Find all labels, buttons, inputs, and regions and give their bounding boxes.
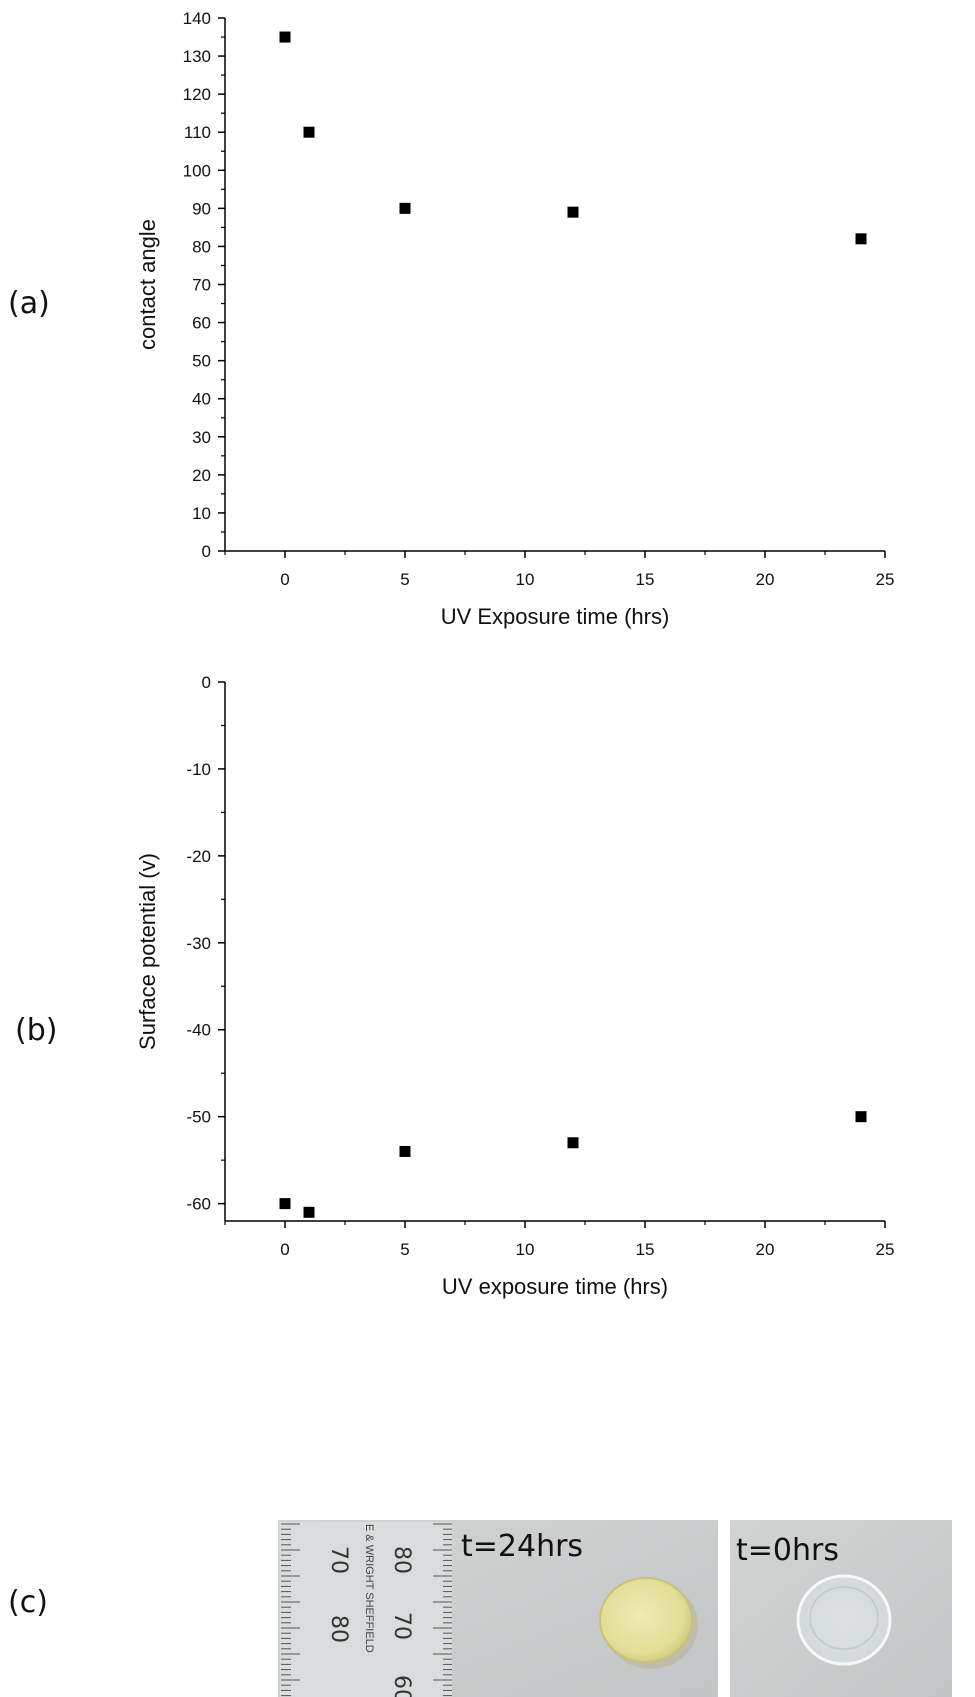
x-tick-label: 20 — [756, 1240, 775, 1259]
chart-a-y-ticks: 0 10 20 30 40 50 60 70 80 90 100 110 120 130 140 — [183, 9, 225, 561]
y-tick-label: 50 — [192, 352, 211, 371]
x-tick-label: 15 — [636, 570, 655, 589]
y-tick-label: 70 — [192, 276, 211, 295]
chart-a-x-label: UV Exposure time (hrs) — [441, 604, 670, 629]
data-point — [567, 206, 579, 218]
panel-label-b: (b) — [15, 1013, 57, 1048]
chart-b-y-label: Surface potential (v) — [135, 853, 160, 1050]
chart-b-x-ticks: 0 5 10 15 20 25 — [224, 1221, 895, 1259]
chart-a-x-ticks: 0 5 10 15 20 25 — [224, 551, 895, 589]
x-tick-label: 5 — [400, 570, 409, 589]
y-tick-label: -60 — [186, 1195, 211, 1214]
y-tick-label: 0 — [202, 673, 211, 692]
y-tick-label: 130 — [183, 47, 211, 66]
x-tick-label: 20 — [756, 570, 775, 589]
data-point — [567, 1137, 579, 1149]
data-point — [855, 1111, 867, 1123]
chart-contact-angle: 0 10 20 30 40 50 60 70 80 90 100 110 120 130 140 0 5 10 1… — [135, 9, 894, 629]
data-point — [855, 233, 867, 245]
ruler-ticks — [281, 1523, 452, 1697]
y-tick-label: -10 — [186, 760, 211, 779]
ruler-number-5: 60 — [389, 1675, 414, 1697]
x-tick-label: 0 — [280, 1240, 289, 1259]
y-tick-label: 90 — [192, 199, 211, 218]
y-tick-label: 30 — [192, 428, 211, 447]
y-tick-label: 110 — [184, 123, 211, 142]
y-tick-label: 120 — [183, 85, 211, 104]
y-tick-label: 80 — [192, 237, 211, 256]
x-tick-label: 10 — [516, 570, 535, 589]
x-tick-label: 25 — [876, 570, 895, 589]
chart-surface-potential: -60 -50 -40 -30 -20 -10 0 0 5 10 15 20 25 UV exposu… — [135, 673, 894, 1299]
ruler-number-4: 70 — [389, 1612, 414, 1640]
y-tick-label: 60 — [192, 314, 211, 333]
ruler — [280, 1522, 452, 1697]
chart-b-x-label: UV exposure time (hrs) — [442, 1274, 668, 1299]
sample-photo: 70 80 80 70 60 E & WRIGHT SHEFFIELD t=24… — [278, 1520, 952, 1697]
data-point — [303, 126, 315, 138]
sample-0h-inner-edge — [809, 1586, 879, 1650]
y-tick-label: 40 — [192, 390, 211, 409]
chart-a-y-label: contact angle — [135, 219, 160, 350]
y-tick-label: 0 — [202, 542, 211, 561]
x-tick-label: 15 — [636, 1240, 655, 1259]
sample-24h-disc — [599, 1577, 693, 1663]
y-tick-label: 20 — [192, 466, 211, 485]
ruler-maker-text: E & WRIGHT SHEFFIELD — [363, 1524, 375, 1653]
y-tick-label: 10 — [192, 504, 211, 523]
ruler-number-2: 80 — [326, 1615, 351, 1643]
x-tick-label: 10 — [516, 1240, 535, 1259]
x-tick-label: 0 — [280, 570, 289, 589]
ruler-number-1: 70 — [326, 1546, 351, 1574]
chart-a-points — [279, 31, 867, 245]
y-tick-label: -40 — [186, 1021, 211, 1040]
y-tick-label: -20 — [186, 847, 211, 866]
data-point — [303, 1206, 315, 1218]
chart-b-points — [279, 1111, 867, 1218]
chart-b-y-ticks: -60 -50 -40 -30 -20 -10 0 — [186, 673, 225, 1214]
caption-t0: t=0hrs — [736, 1533, 839, 1568]
caption-t24: t=24hrs — [461, 1529, 583, 1564]
y-tick-label: 140 — [183, 9, 211, 28]
data-point — [399, 1145, 411, 1157]
data-point — [279, 31, 291, 43]
x-tick-label: 5 — [400, 1240, 409, 1259]
data-point — [399, 202, 411, 214]
ruler-number-3: 80 — [389, 1546, 414, 1574]
y-tick-label: -50 — [186, 1108, 211, 1127]
x-tick-label: 25 — [876, 1240, 895, 1259]
y-tick-label: -30 — [186, 934, 211, 953]
y-tick-label: 100 — [183, 161, 211, 180]
sample-0h-disc — [796, 1574, 892, 1666]
panel-label-c: (c) — [8, 1585, 48, 1620]
data-point — [279, 1198, 291, 1210]
panel-label-a: (a) — [8, 286, 50, 321]
